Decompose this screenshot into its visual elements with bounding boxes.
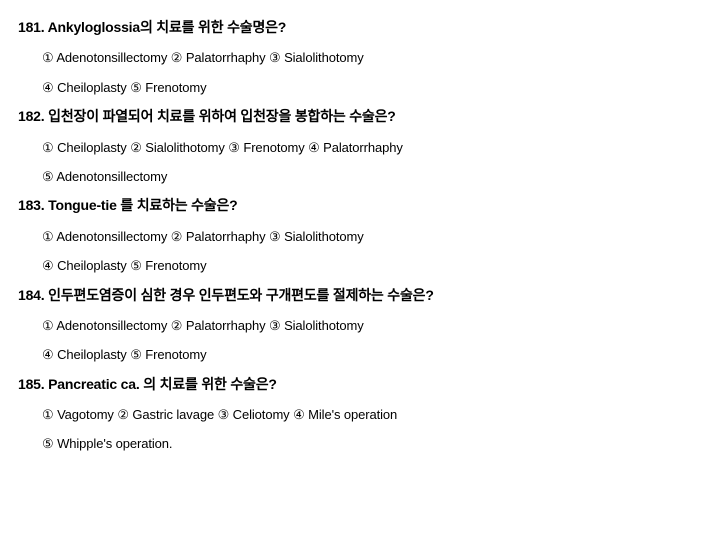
options-line: ① Adenotonsillectomy ② Palatorrhaphy ③ S… xyxy=(42,225,702,248)
question-number: 184. xyxy=(18,287,44,303)
question-182: 182. 입천장이 파열되어 치료를 위하여 입천장을 봉합하는 수술은? ① … xyxy=(18,105,702,188)
question-number: 183. xyxy=(18,197,44,213)
question-183: 183. Tongue-tie 를 치료하는 수술은? ① Adenotonsi… xyxy=(18,194,702,277)
question-prompt: Pancreatic ca. 의 치료를 위한 수술은? xyxy=(48,376,277,392)
options-line: ① Adenotonsillectomy ② Palatorrhaphy ③ S… xyxy=(42,46,702,69)
question-prompt: Ankyloglossia의 치료를 위한 수술명은? xyxy=(48,19,287,35)
options-line: ⑤ Adenotonsillectomy xyxy=(42,165,702,188)
question-number: 185. xyxy=(18,376,44,392)
question-text: 181. Ankyloglossia의 치료를 위한 수술명은? xyxy=(18,16,702,38)
options-line: ④ Cheiloplasty ⑤ Frenotomy xyxy=(42,76,702,99)
question-prompt: 인두편도염증이 심한 경우 인두편도와 구개편도를 절제하는 수술은? xyxy=(48,287,434,303)
options-line: ① Cheiloplasty ② Sialolithotomy ③ Frenot… xyxy=(42,136,702,159)
options-line: ① Adenotonsillectomy ② Palatorrhaphy ③ S… xyxy=(42,314,702,337)
question-text: 182. 입천장이 파열되어 치료를 위하여 입천장을 봉합하는 수술은? xyxy=(18,105,702,127)
question-number: 181. xyxy=(18,19,44,35)
question-184: 184. 인두편도염증이 심한 경우 인두편도와 구개편도를 절제하는 수술은?… xyxy=(18,284,702,367)
question-number: 182. xyxy=(18,108,44,124)
question-181: 181. Ankyloglossia의 치료를 위한 수술명은? ① Adeno… xyxy=(18,16,702,99)
question-text: 183. Tongue-tie 를 치료하는 수술은? xyxy=(18,194,702,216)
options-line: ④ Cheiloplasty ⑤ Frenotomy xyxy=(42,254,702,277)
question-prompt: 입천장이 파열되어 치료를 위하여 입천장을 봉합하는 수술은? xyxy=(48,108,396,124)
question-prompt: Tongue-tie 를 치료하는 수술은? xyxy=(48,197,237,213)
question-text: 185. Pancreatic ca. 의 치료를 위한 수술은? xyxy=(18,373,702,395)
options-line: ① Vagotomy ② Gastric lavage ③ Celiotomy … xyxy=(42,403,702,426)
question-text: 184. 인두편도염증이 심한 경우 인두편도와 구개편도를 절제하는 수술은? xyxy=(18,284,702,306)
options-line: ④ Cheiloplasty ⑤ Frenotomy xyxy=(42,343,702,366)
options-line: ⑤ Whipple's operation. xyxy=(42,432,702,455)
quiz-document: 181. Ankyloglossia의 치료를 위한 수술명은? ① Adeno… xyxy=(18,16,702,456)
question-185: 185. Pancreatic ca. 의 치료를 위한 수술은? ① Vago… xyxy=(18,373,702,456)
